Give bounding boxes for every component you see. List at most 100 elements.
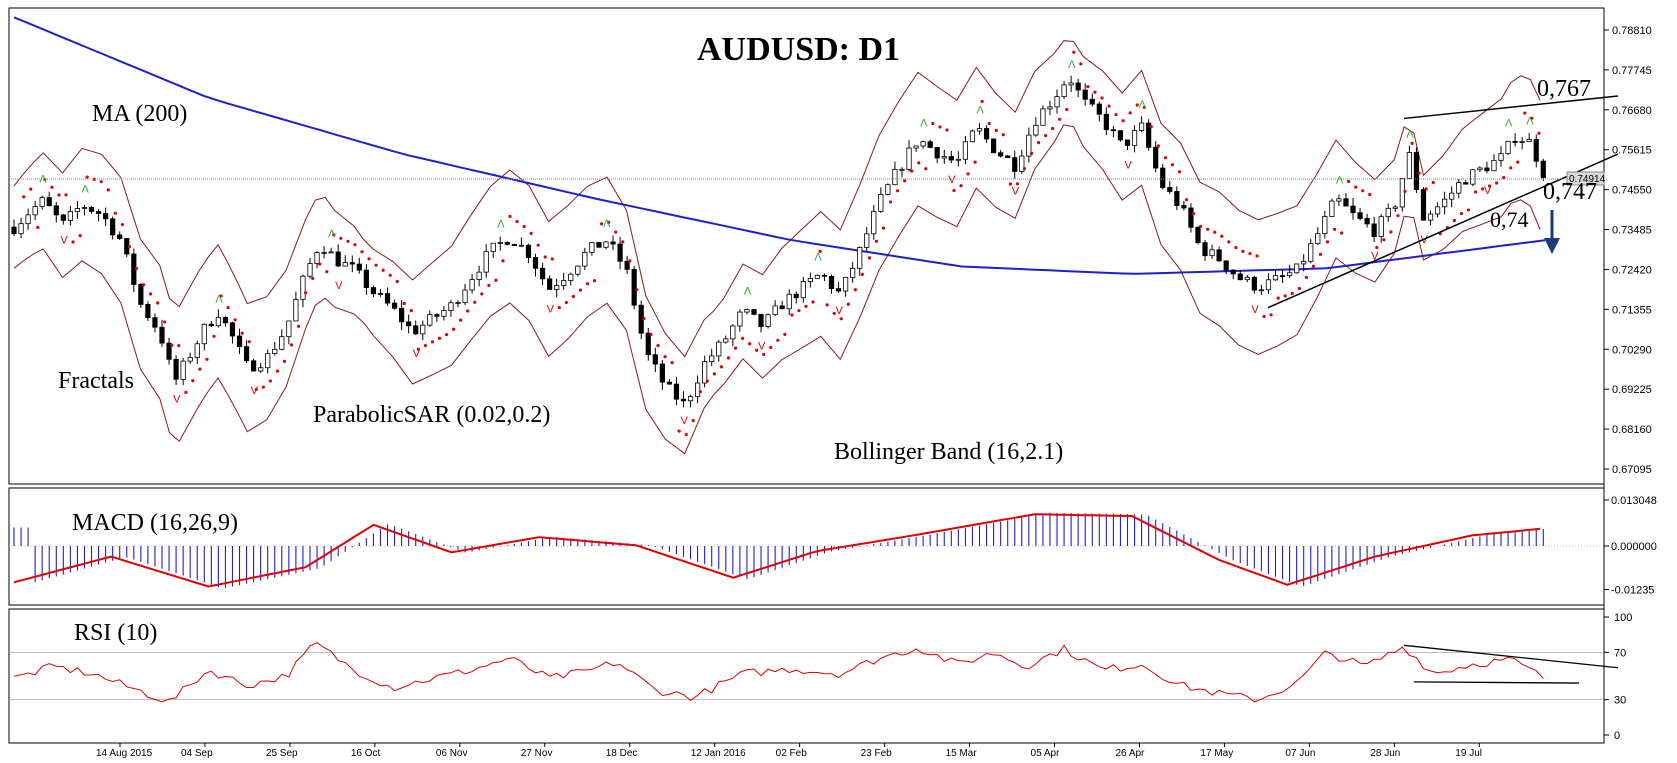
sar-dot (1142, 105, 1146, 109)
sar-dot (1107, 104, 1111, 108)
fractal-up-marker: Λ (1526, 115, 1534, 127)
sar-dot (332, 233, 336, 237)
candle-body (1061, 84, 1067, 98)
candle-body (1512, 140, 1518, 143)
sar-dot (191, 379, 195, 383)
sar-dot (480, 292, 484, 296)
candle-body (286, 320, 292, 338)
sar-dot (1121, 119, 1125, 123)
candle-body (1364, 218, 1370, 225)
sar-dot (987, 121, 991, 126)
down-arrow-icon (1544, 210, 1560, 254)
sar-dot (1269, 313, 1273, 317)
sar-dot (36, 225, 40, 230)
sar-dot (1283, 294, 1287, 298)
sar-dot (649, 332, 653, 337)
candle-body (983, 128, 990, 140)
fractals-label: Fractals (58, 368, 134, 394)
sar-dot (99, 180, 103, 184)
sar-dot (1008, 182, 1012, 186)
sar-dot (874, 239, 879, 243)
fractal-down-marker: V (1012, 185, 1020, 197)
fractal-up-marker: Λ (215, 293, 223, 305)
sar-dot (790, 313, 794, 317)
sar-dot (853, 288, 857, 292)
fractal-down-marker: V (1251, 304, 1259, 316)
candle-body (864, 233, 870, 248)
current-price-box (1566, 171, 1605, 186)
price-tick-label: 0.74550 (1612, 185, 1652, 197)
candle-body (1082, 89, 1088, 100)
candle-body (1202, 242, 1208, 257)
sar-dot (1375, 245, 1379, 250)
candle-body (427, 314, 433, 326)
sar-dot (1255, 254, 1259, 258)
candle-body (871, 210, 877, 235)
candle-body (702, 361, 708, 384)
candle-body (1505, 140, 1511, 155)
fractal-down-marker: V (413, 348, 421, 360)
candle-body (1286, 272, 1293, 277)
candle-body (695, 382, 701, 397)
sar-dot (353, 243, 357, 247)
candle-body (1251, 276, 1257, 291)
candle-body (1117, 130, 1124, 141)
rsi-line (13, 642, 1544, 703)
macd-tick-label: 0.000000 (1611, 541, 1657, 553)
candle-body (779, 305, 785, 310)
fractal-down-marker: V (681, 415, 689, 427)
candle-body (1301, 260, 1307, 265)
candle-body (547, 278, 553, 290)
candle-body (1413, 152, 1420, 190)
candle-body (293, 298, 299, 322)
candle-body (103, 213, 109, 220)
fractal-up-marker: Λ (328, 228, 336, 240)
resistance-label: 0,767 (1537, 76, 1591, 102)
candle-body (948, 156, 954, 161)
sar-dot (120, 222, 124, 227)
sar-dot (325, 270, 329, 274)
sar-dot (1339, 231, 1344, 235)
fractal-down-marker: V (1371, 251, 1379, 263)
sar-dot (1128, 111, 1132, 115)
sar-dot (719, 365, 724, 369)
candle-body (624, 260, 630, 270)
sar-dot (888, 200, 893, 204)
candle-body (673, 383, 680, 400)
price-tick-label: 0.67095 (1612, 464, 1652, 476)
price-tick-label: 0.73485 (1612, 225, 1652, 237)
sar-dot (776, 338, 780, 342)
sar-dot (557, 305, 561, 310)
sar-dot (381, 268, 385, 272)
candle-body (258, 367, 264, 372)
candle-body (631, 268, 637, 306)
candle-body (222, 316, 229, 324)
sar-dot (959, 184, 963, 188)
candle-body (737, 311, 743, 327)
sar-dot (430, 340, 435, 344)
sar-dot (501, 259, 505, 263)
sar-dot (931, 121, 935, 126)
sar-dot (508, 214, 512, 219)
sar-dot (1015, 182, 1020, 186)
candle-body (1540, 160, 1546, 179)
candle-body (208, 323, 214, 327)
candle-body (1406, 152, 1412, 179)
sar-dot (212, 334, 216, 338)
candle-body (518, 244, 525, 247)
price-tick-label: 0.69225 (1612, 384, 1652, 396)
candle-body (18, 223, 24, 235)
macd-signal-line (13, 513, 1541, 588)
fractal-down-marker: V (547, 303, 555, 315)
candle-body (391, 302, 398, 309)
candle-body (828, 275, 835, 289)
candle-body (1350, 205, 1356, 214)
candle-body (843, 276, 849, 292)
candle-body (1019, 155, 1025, 172)
price-trendline (1403, 95, 1618, 120)
sar-dot (1311, 264, 1316, 268)
rsi-trendline (1403, 644, 1618, 669)
sar-dot (818, 249, 822, 253)
candle-body (377, 293, 384, 295)
